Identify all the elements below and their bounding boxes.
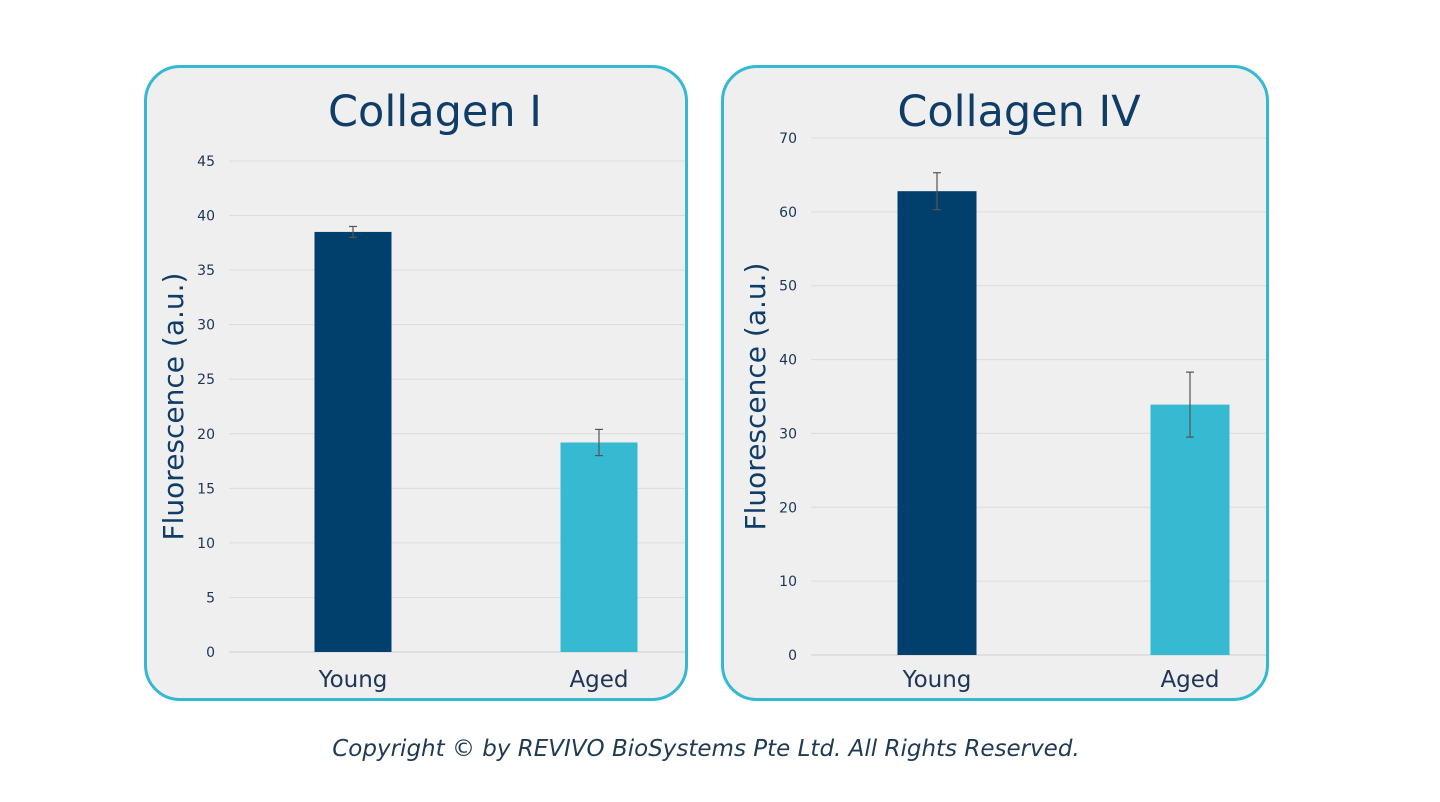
y-tick-label: 30 <box>779 426 797 442</box>
y-tick-label: 45 <box>197 154 215 170</box>
bar-aged <box>560 442 638 652</box>
y-tick-label: 10 <box>779 574 797 590</box>
y-tick-label: 30 <box>197 318 215 334</box>
y-tick-label: 20 <box>197 427 215 443</box>
x-category-label: Aged <box>569 667 628 693</box>
chart-panel-collagen-i: Collagen I 0 5 10 15 20 25 30 35 40 45 Fluorescence… <box>144 65 688 701</box>
y-tick-label: 15 <box>197 481 215 497</box>
y-tick-label: 10 <box>197 536 215 552</box>
chart-collagen-iv: Collagen IV 0 10 20 30 40 50 60 70 Fluorescence (… <box>739 87 1266 693</box>
bar-young <box>314 231 392 652</box>
copyright-notice: Copyright © by REVIVO BioSystems Pte Ltd… <box>332 736 1080 762</box>
chart-title: Collagen I <box>328 87 542 137</box>
y-tick-label: 25 <box>197 372 215 388</box>
y-tick-label: 5 <box>206 590 215 606</box>
y-tick-label: 20 <box>779 500 797 516</box>
bar-aged <box>1150 404 1230 655</box>
x-category-label: Young <box>318 667 388 693</box>
chart-panel-collagen-iv: Collagen IV 0 10 20 30 40 50 60 70 Fluorescence (… <box>721 65 1269 701</box>
x-category-label: Young <box>902 667 972 693</box>
y-tick-label: 0 <box>788 648 797 664</box>
y-axis-title: Fluorescence (a.u.) <box>157 273 190 541</box>
chart-collagen-i: Collagen I 0 5 10 15 20 25 30 35 40 45 Fluorescence… <box>157 87 685 693</box>
x-category-label: Aged <box>1160 667 1219 693</box>
y-tick-label: 35 <box>197 263 215 279</box>
y-tick-label: 60 <box>779 205 797 221</box>
y-axis-title: Fluorescence (a.u.) <box>739 263 772 531</box>
y-tick-label: 50 <box>779 279 797 295</box>
chart-title: Collagen IV <box>897 87 1141 137</box>
y-tick-label: 70 <box>779 131 797 147</box>
y-tick-label: 40 <box>779 353 797 369</box>
bar-young <box>897 191 977 656</box>
y-tick-label: 40 <box>197 209 215 225</box>
y-tick-label: 0 <box>206 645 215 661</box>
